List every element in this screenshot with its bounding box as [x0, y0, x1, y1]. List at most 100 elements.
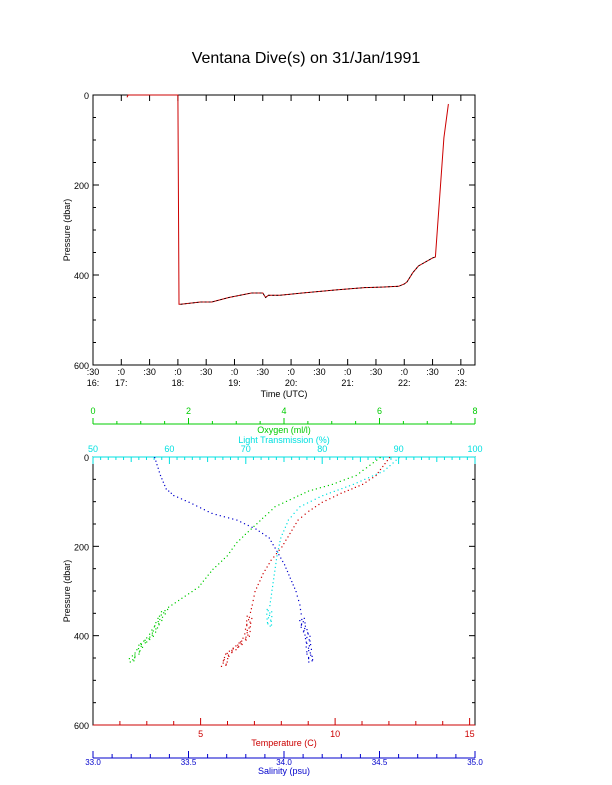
x-tick-label-hour: 19: [228, 378, 241, 388]
data-point-oxygen [160, 614, 162, 616]
data-point-temperature [225, 653, 227, 655]
data-point-transmission [352, 483, 354, 485]
data-point-salinity [306, 629, 308, 631]
data-point-salinity [284, 564, 286, 566]
data-point-salinity [295, 591, 297, 593]
data-point-salinity [309, 635, 311, 637]
data-point-temperature [246, 615, 248, 617]
data-point-oxygen [157, 621, 159, 623]
data-point-temperature [242, 637, 244, 639]
data-point-temperature [226, 661, 228, 663]
data-point-temperature [275, 553, 278, 555]
data-point-temperature [251, 617, 253, 620]
transmission-tick-label: 60 [164, 444, 174, 454]
data-point-transmission [276, 555, 278, 557]
data-point-salinity [154, 457, 156, 459]
data-point-transmission [273, 574, 275, 576]
data-point-transmission [333, 490, 335, 492]
data-point-salinity [161, 478, 163, 480]
data-point-oxygen [365, 467, 368, 469]
data-point-temperature [241, 640, 243, 642]
data-point-oxygen [181, 597, 183, 599]
data-point-transmission [287, 519, 289, 521]
data-point-salinity [310, 654, 312, 656]
data-point-oxygen [128, 658, 130, 660]
data-point-transmission [375, 473, 377, 475]
data-point-temperature [250, 622, 252, 624]
data-point-salinity [300, 626, 302, 628]
data-point-salinity [282, 560, 284, 563]
x-tick-label-minute: :0 [174, 367, 182, 377]
data-point-salinity [270, 540, 272, 542]
data-point-temperature [311, 508, 313, 510]
data-point-temperature [295, 522, 297, 525]
data-point-oxygen [335, 482, 337, 484]
salinity-tick-label: 34.5 [372, 758, 388, 767]
data-point-transmission [379, 472, 381, 474]
data-point-salinity [309, 640, 311, 642]
x-tick-label-minute: :30 [313, 367, 326, 377]
data-point-oxygen [327, 484, 329, 487]
data-point-temperature [249, 621, 251, 623]
data-point-salinity [184, 500, 186, 502]
data-point-transmission [269, 601, 271, 603]
data-point-oxygen [146, 641, 148, 643]
data-point-transmission [268, 614, 271, 616]
plot1-frame [92, 94, 476, 366]
data-point-temperature [375, 474, 377, 477]
data-point-transmission [348, 485, 351, 487]
data-point-temperature [368, 479, 370, 481]
data-point-salinity [158, 471, 160, 473]
data-point-transmission [386, 467, 388, 469]
data-point-transmission [296, 509, 298, 511]
data-point-oxygen [253, 525, 255, 527]
data-point-temperature [223, 659, 225, 661]
data-point-oxygen [155, 631, 157, 633]
x-tick-label-minute: :30 [87, 367, 100, 377]
data-point-salinity [308, 658, 310, 660]
data-point-salinity [304, 638, 307, 640]
data-point-salinity [232, 518, 234, 520]
transmission-tick-label: 80 [317, 444, 327, 454]
data-point-temperature [239, 641, 242, 643]
data-point-oxygen [134, 654, 136, 656]
data-point-salinity [307, 647, 310, 649]
data-point-transmission [326, 493, 328, 495]
data-point-temperature [251, 604, 253, 606]
data-point-transmission [398, 457, 400, 459]
data-point-oxygen [158, 624, 160, 626]
data-point-oxygen [362, 469, 364, 471]
data-point-temperature [220, 665, 223, 667]
x-tick-label-hour: 22: [398, 378, 411, 388]
data-point-salinity [276, 550, 278, 552]
data-point-salinity [255, 528, 257, 530]
data-point-oxygen [161, 619, 163, 622]
data-point-oxygen [148, 638, 150, 640]
data-point-salinity [200, 507, 202, 509]
data-point-transmission [267, 623, 269, 625]
data-point-temperature [321, 501, 323, 503]
x-tick-label-minute: :0 [118, 367, 126, 377]
data-point-oxygen [151, 629, 153, 631]
data-point-salinity [262, 532, 264, 535]
data-point-oxygen [178, 599, 180, 602]
data-point-salinity [288, 574, 290, 576]
data-point-salinity [306, 636, 308, 639]
data-point-oxygen [151, 634, 153, 636]
data-point-salinity [298, 599, 300, 602]
data-point-temperature [225, 664, 227, 666]
data-point-transmission [277, 551, 279, 553]
data-point-salinity [164, 484, 166, 487]
data-point-temperature [238, 642, 240, 644]
data-point-temperature [248, 619, 250, 621]
data-point-temperature [231, 652, 233, 654]
data-point-oxygen [131, 655, 133, 657]
data-point-oxygen [259, 520, 261, 522]
data-point-temperature [249, 611, 252, 613]
data-point-temperature [340, 492, 342, 494]
data-point-temperature [244, 638, 247, 640]
data-point-transmission [271, 616, 273, 618]
data-point-transmission [364, 478, 366, 480]
data-point-oxygen [149, 638, 151, 641]
x-tick-label-hour: 17: [115, 378, 128, 388]
